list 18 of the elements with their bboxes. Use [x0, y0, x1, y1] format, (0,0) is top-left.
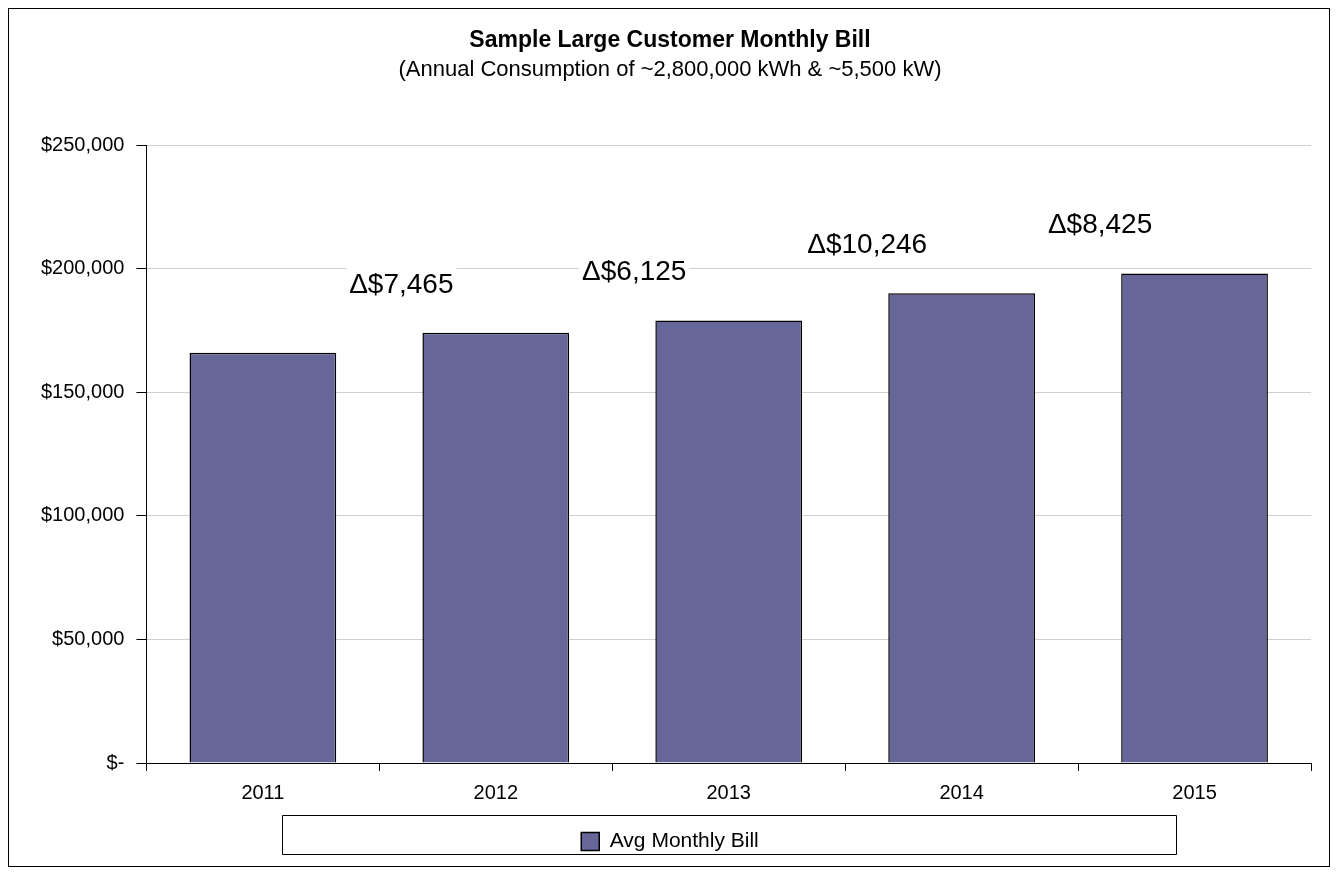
annotation: Δ$6,125	[582, 255, 687, 287]
y-tick-label: $50,000	[52, 626, 125, 649]
chart-subtitle: (Annual Consumption of ~2,800,000 kWh & ~5,500 kW)	[398, 55, 942, 81]
x-tick-label: 2011	[241, 780, 285, 803]
annotation: Δ$7,465	[349, 267, 454, 299]
y-tick-label: $150,000	[41, 379, 125, 402]
x-tick-label: 2015	[1172, 780, 1217, 803]
x-tick-label: 2012	[473, 780, 519, 803]
x-tick-label: 2014	[939, 780, 984, 803]
x-tick-label: 2013	[706, 780, 751, 803]
y-tick-label: $200,000	[41, 256, 125, 279]
y-tick-label: $250,000	[41, 132, 125, 155]
annotation: Δ$8,425	[1047, 208, 1153, 240]
y-tick-label: $100,000	[41, 503, 125, 526]
legend-label: Avg Monthly Bill	[609, 828, 759, 852]
annotation: Δ$10,246	[807, 228, 928, 260]
chart-title: Sample Large Customer Monthly Bill	[469, 26, 871, 53]
y-tick-label: $-	[106, 750, 125, 773]
